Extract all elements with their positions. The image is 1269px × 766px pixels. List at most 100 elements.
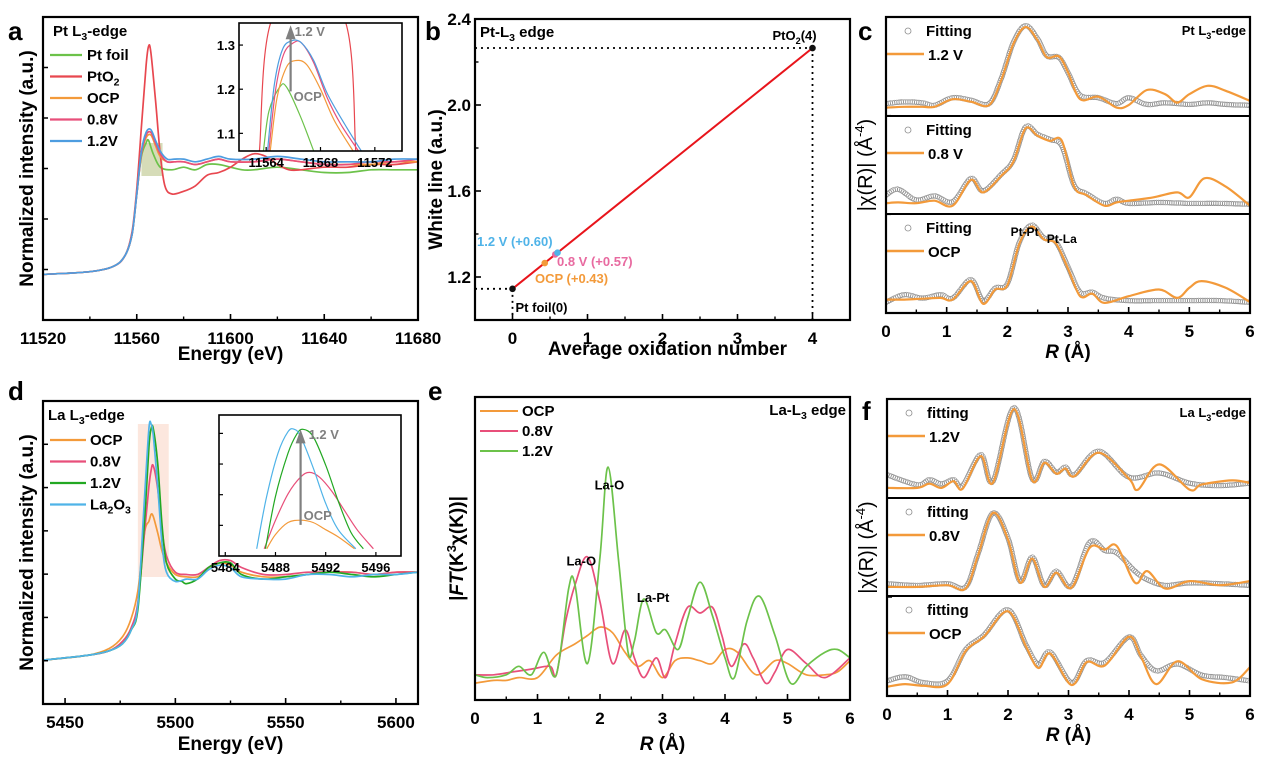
series-line-fit-ocp bbox=[886, 225, 1250, 305]
data-point bbox=[1206, 200, 1213, 207]
data-point bbox=[1166, 200, 1173, 206]
legend-label: OCP bbox=[928, 244, 961, 261]
data-point bbox=[1224, 482, 1231, 488]
x-tick-label: 1 bbox=[583, 329, 592, 348]
data-point bbox=[911, 481, 917, 487]
data-point bbox=[1217, 297, 1224, 304]
inset-arrow-bottom-label: OCP bbox=[294, 89, 323, 104]
data-point bbox=[1147, 200, 1153, 206]
y-axis-label: |χ(R)| (Å-4) bbox=[852, 119, 877, 211]
series-line-0-8v bbox=[263, 471, 374, 550]
data-point bbox=[937, 481, 943, 487]
panel-e: e 0 1 2 3 4 5 6 La-L3 edge OCP 0.8V 1.2V La-O La-O La-… bbox=[428, 376, 855, 755]
series-line-fit-0-8-v bbox=[886, 126, 1250, 208]
data-point bbox=[911, 99, 918, 105]
data-point bbox=[928, 193, 934, 200]
data-point bbox=[930, 193, 936, 199]
x-axis-label: R (Å) bbox=[1045, 342, 1090, 363]
data-point bbox=[1144, 200, 1151, 206]
data-point bbox=[1230, 675, 1236, 682]
data-point bbox=[1213, 200, 1219, 207]
data-point bbox=[1189, 101, 1195, 108]
data-point bbox=[903, 674, 909, 680]
data-point bbox=[1152, 667, 1159, 674]
panel-label-a: a bbox=[8, 16, 23, 46]
data-point bbox=[1149, 297, 1156, 304]
data-point bbox=[1239, 299, 1246, 305]
data-point bbox=[1162, 297, 1169, 304]
data-point bbox=[1165, 100, 1171, 106]
x-tick-label: 4 bbox=[1124, 322, 1134, 341]
panel-d: d 5450 5500 5550 5600 Energy (eV) Normalized i… bbox=[8, 376, 420, 755]
data-point bbox=[1180, 200, 1186, 206]
data-point bbox=[1162, 199, 1169, 206]
series-line-fit-0-8v bbox=[887, 511, 1250, 592]
data-point bbox=[1215, 100, 1221, 107]
data-point bbox=[1200, 100, 1206, 106]
data-point bbox=[1201, 672, 1208, 679]
data-point bbox=[1079, 93, 1085, 100]
data-point bbox=[1202, 100, 1208, 106]
data-point bbox=[1213, 482, 1220, 489]
data-point bbox=[1237, 201, 1243, 207]
x-axis-label: R (Å) bbox=[1046, 725, 1091, 746]
x-tick-label: 11600 bbox=[207, 329, 253, 348]
data-point bbox=[1237, 299, 1244, 305]
x-tick-label: 11560 bbox=[114, 329, 160, 348]
x-tick-label: 3 bbox=[1063, 322, 1072, 341]
data-point bbox=[1218, 482, 1224, 489]
inset-x-tick-label: 11564 bbox=[248, 155, 284, 170]
data-point bbox=[1191, 481, 1198, 487]
data-point bbox=[1226, 101, 1232, 108]
data-point bbox=[1169, 297, 1175, 304]
data-point bbox=[1145, 472, 1152, 478]
data-point bbox=[1230, 102, 1237, 108]
data-point bbox=[886, 192, 889, 198]
data-point bbox=[1184, 297, 1191, 304]
series-line-0-8v bbox=[43, 463, 418, 661]
data-point bbox=[944, 199, 950, 205]
data-point bbox=[897, 293, 903, 299]
legend-label: PtO2 bbox=[87, 69, 120, 89]
subpanel-ocp: fitting OCP bbox=[886, 602, 1250, 689]
data-point bbox=[1212, 674, 1218, 680]
data-point bbox=[1224, 200, 1230, 207]
data-point bbox=[1152, 470, 1158, 476]
data-point bbox=[1197, 200, 1204, 207]
data-point bbox=[1197, 100, 1204, 107]
data-point bbox=[1131, 567, 1137, 573]
point-label-1-2v: 1.2 V (+0.60) bbox=[477, 234, 553, 249]
x-axis-label: Average oxidation number bbox=[548, 339, 788, 360]
data-point bbox=[1235, 298, 1241, 305]
data-point bbox=[1169, 662, 1175, 668]
data-point bbox=[913, 99, 920, 106]
data-point bbox=[1219, 674, 1225, 680]
data-point bbox=[1189, 297, 1195, 304]
y-axis-label: Normalized intensity (a.u.) bbox=[17, 50, 38, 286]
x-tick-label: 4 bbox=[808, 329, 818, 348]
data-point bbox=[1158, 100, 1164, 106]
annotation-la-pt-2: La-Pt bbox=[637, 590, 670, 605]
data-point bbox=[1227, 675, 1234, 681]
y-axis-label: Normalized intensity (a.u.) bbox=[17, 434, 38, 670]
legend-label: 0.8 V bbox=[928, 146, 963, 163]
data-trace-guide bbox=[887, 514, 1250, 590]
legend-title: Pt L3-edge bbox=[53, 23, 127, 43]
data-point bbox=[1199, 200, 1206, 207]
inset-x-tick-label: 5484 bbox=[211, 560, 241, 575]
arrow-head bbox=[285, 25, 296, 40]
data-point bbox=[1224, 101, 1230, 108]
data-point bbox=[1233, 481, 1240, 488]
data-point bbox=[1195, 297, 1202, 304]
x-tick-label: 2 bbox=[1003, 322, 1012, 341]
panel-title: Pt-L3 edge bbox=[480, 24, 554, 44]
data-point bbox=[1092, 538, 1098, 544]
legend-marker-circle bbox=[905, 409, 913, 417]
data-point bbox=[1230, 201, 1237, 207]
data-point bbox=[1108, 548, 1114, 554]
panel-c: c Fitting 1.2 V Fitting 0.8 V Fitting OCP 0 1 2 3 4… bbox=[852, 15, 1255, 363]
data-point bbox=[1158, 199, 1164, 206]
x-tick-label: 5 bbox=[1185, 705, 1194, 724]
data-point bbox=[1219, 200, 1226, 207]
data-point bbox=[1239, 102, 1246, 108]
